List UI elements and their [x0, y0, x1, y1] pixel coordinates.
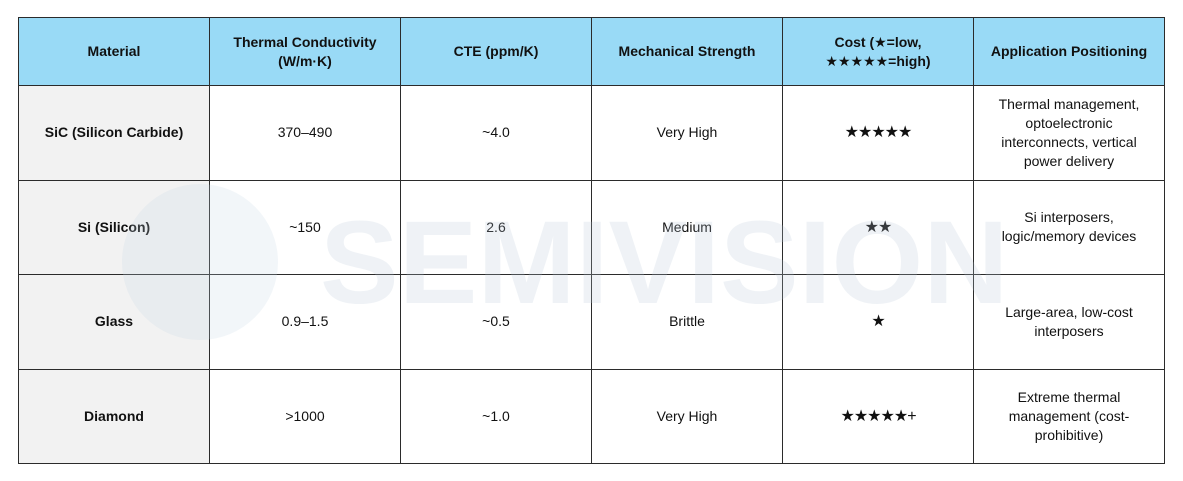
- comparison-table: Material Thermal Conductivity (W/m·K) CTE …: [18, 17, 1165, 464]
- table-cell: 0.9–1.5: [209, 274, 401, 370]
- table-cell: Extreme thermal management (cost-prohibi…: [973, 368, 1165, 464]
- table-cell: Very High: [591, 85, 783, 181]
- header-cell: Application Positioning: [973, 17, 1165, 86]
- table-row: SiC (Silicon Carbide) 370–490 ~4.0 Very Hig…: [18, 85, 1165, 181]
- cost-cell: ★★: [782, 179, 974, 275]
- table-cell: ~1.0: [400, 368, 592, 464]
- table-cell: >1000: [209, 368, 401, 464]
- table-cell: Thermal management, optoelectronic inter…: [973, 85, 1165, 181]
- material-cell: SiC (Silicon Carbide): [18, 85, 210, 181]
- table-cell: ~0.5: [400, 274, 592, 370]
- material-cell: Si (Silicon): [18, 179, 210, 275]
- material-cell: Glass: [18, 274, 210, 370]
- table-row: Glass 0.9–1.5 ~0.5 Brittle ★ Large-area, low-…: [18, 274, 1165, 370]
- table-cell: Si interposers, logic/memory devices: [973, 179, 1165, 275]
- header-cell: Material: [18, 17, 210, 86]
- table-body: SiC (Silicon Carbide) 370–490 ~4.0 Very Hig…: [18, 85, 1165, 464]
- table-row: Si (Silicon) ~150 2.6 Medium ★★ Si interposer…: [18, 179, 1165, 275]
- cost-cell: ★★★★★+: [782, 368, 974, 464]
- cost-cell: ★: [782, 274, 974, 370]
- material-cell: Diamond: [18, 368, 210, 464]
- header-cell: Cost (★=low, ★★★★★=high): [782, 17, 974, 86]
- table-cell: 2.6: [400, 179, 592, 275]
- table-row: Diamond >1000 ~1.0 Very High ★★★★★+ Extreme t…: [18, 368, 1165, 464]
- cost-cell: ★★★★★: [782, 85, 974, 181]
- table-cell: Large-area, low-cost interposers: [973, 274, 1165, 370]
- header-cell: Thermal Conductivity (W/m·K): [209, 17, 401, 86]
- table-cell: ~150: [209, 179, 401, 275]
- header-cell: Mechanical Strength: [591, 17, 783, 86]
- table-cell: ~4.0: [400, 85, 592, 181]
- header-row: Material Thermal Conductivity (W/m·K) CTE …: [18, 17, 1165, 86]
- table-cell: 370–490: [209, 85, 401, 181]
- header-cell: CTE (ppm/K): [400, 17, 592, 86]
- table-cell: Brittle: [591, 274, 783, 370]
- table-cell: Very High: [591, 368, 783, 464]
- table-cell: Medium: [591, 179, 783, 275]
